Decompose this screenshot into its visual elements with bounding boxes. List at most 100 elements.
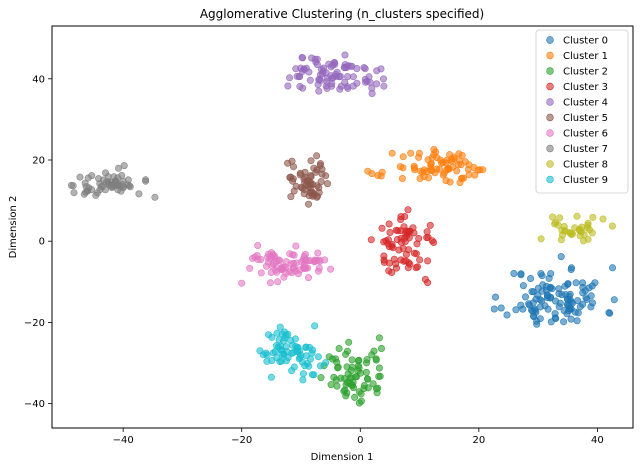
y-tick-label: 40 xyxy=(32,74,45,85)
data-point xyxy=(274,278,282,286)
y-tick-label: 20 xyxy=(32,156,45,167)
y-tick-label: 0 xyxy=(39,237,45,248)
data-point xyxy=(587,292,595,300)
data-point xyxy=(306,76,314,84)
data-point xyxy=(397,234,405,242)
data-point xyxy=(323,84,331,92)
data-point xyxy=(405,234,413,242)
data-point xyxy=(536,296,544,304)
data-point xyxy=(357,369,365,377)
data-point xyxy=(292,65,300,73)
data-point xyxy=(357,397,365,405)
series-0 xyxy=(490,253,618,328)
data-point xyxy=(556,214,564,222)
data-point xyxy=(370,347,378,355)
series-3 xyxy=(367,206,438,287)
legend-marker xyxy=(546,144,554,153)
data-point xyxy=(519,282,527,290)
data-point xyxy=(272,263,280,271)
data-point xyxy=(517,271,525,279)
data-point xyxy=(343,347,351,355)
legend-label: Cluster 5 xyxy=(563,113,608,124)
data-point xyxy=(579,289,587,297)
data-point xyxy=(249,254,257,262)
data-point xyxy=(117,187,125,195)
data-point xyxy=(385,243,393,251)
data-point xyxy=(380,256,388,264)
data-point xyxy=(363,356,371,364)
data-point xyxy=(296,266,304,274)
data-point xyxy=(282,269,290,277)
series-2 xyxy=(317,334,385,407)
data-point xyxy=(385,220,393,228)
legend-label: Cluster 7 xyxy=(563,144,608,155)
data-point xyxy=(286,250,294,258)
data-point xyxy=(308,371,316,379)
data-point xyxy=(264,331,272,339)
data-point xyxy=(315,189,323,197)
data-point xyxy=(555,290,563,298)
data-point xyxy=(424,257,432,265)
data-point xyxy=(287,193,295,201)
data-point xyxy=(332,376,340,384)
data-point xyxy=(273,329,281,337)
data-point xyxy=(551,220,559,228)
data-point xyxy=(375,364,383,372)
legend-label: Cluster 0 xyxy=(563,36,608,47)
y-axis-ticks: −40 −20 0 20 40 xyxy=(24,74,52,410)
data-point xyxy=(476,166,484,174)
data-point xyxy=(267,373,275,381)
data-point xyxy=(531,306,539,314)
data-point xyxy=(344,370,352,378)
data-point xyxy=(431,169,439,177)
data-point xyxy=(296,83,304,91)
data-point xyxy=(401,213,409,221)
data-point xyxy=(333,382,341,390)
data-point xyxy=(343,363,351,371)
data-point xyxy=(307,157,315,165)
data-point xyxy=(410,249,418,257)
data-point xyxy=(436,165,444,173)
data-point xyxy=(543,291,551,299)
legend-marker xyxy=(546,82,554,91)
plot-frame xyxy=(51,25,634,429)
data-point xyxy=(317,374,325,382)
data-point xyxy=(372,355,380,363)
data-point xyxy=(424,279,432,287)
data-point xyxy=(67,181,75,189)
legend-marker xyxy=(546,67,554,75)
data-point xyxy=(439,159,447,167)
data-point xyxy=(345,338,353,346)
data-point xyxy=(369,380,377,388)
data-point xyxy=(385,267,393,275)
data-point xyxy=(556,299,564,307)
series-7 xyxy=(67,162,159,201)
data-point xyxy=(368,170,376,178)
data-point xyxy=(395,246,403,254)
y-tick-label: −40 xyxy=(24,399,45,410)
data-point xyxy=(281,328,289,336)
data-point xyxy=(525,301,533,309)
data-point xyxy=(70,189,78,197)
data-point xyxy=(284,159,292,167)
data-point xyxy=(440,169,448,177)
data-point xyxy=(447,155,455,163)
legend-marker xyxy=(546,51,554,60)
data-point xyxy=(427,160,435,168)
data-point xyxy=(317,178,325,186)
data-point xyxy=(426,221,434,229)
data-point xyxy=(589,213,597,221)
x-tick-label: 20 xyxy=(472,435,485,446)
data-point xyxy=(360,64,368,72)
data-point xyxy=(577,228,585,236)
data-point xyxy=(289,163,297,171)
data-point xyxy=(118,172,126,180)
data-point xyxy=(151,193,159,201)
data-point xyxy=(533,317,541,325)
data-point xyxy=(135,190,143,198)
data-point xyxy=(424,174,432,182)
data-point xyxy=(372,385,380,393)
data-point xyxy=(328,355,336,363)
